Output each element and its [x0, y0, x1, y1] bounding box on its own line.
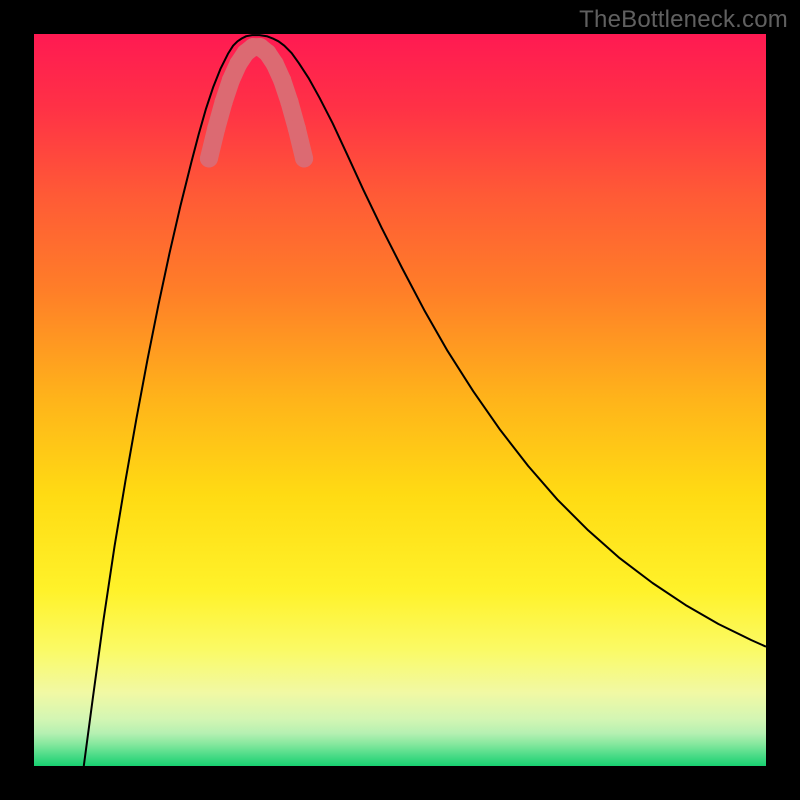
bottleneck-chart-svg [0, 0, 800, 800]
plot-background [34, 34, 766, 766]
chart-container: TheBottleneck.com [0, 0, 800, 800]
